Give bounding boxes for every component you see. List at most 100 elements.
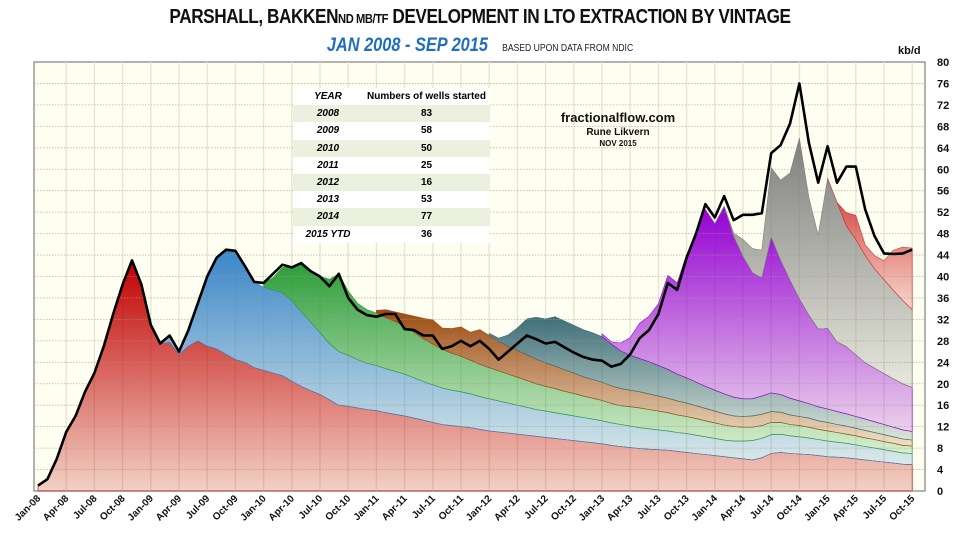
title-part-main: PARSHALL, BAKKEN: [169, 6, 339, 28]
row-year: 2014: [293, 208, 363, 226]
x-tick-label: Jul-12: [523, 493, 552, 522]
row-count: 25: [420, 159, 433, 171]
x-tick-label: Jan-11: [352, 493, 382, 523]
header-year: YEAR: [314, 91, 342, 103]
row-count: 16: [363, 173, 490, 192]
x-tick-label: Jul-10: [297, 493, 326, 522]
x-tick-label: Oct-12: [549, 493, 579, 523]
x-tick-label: Jan-13: [577, 493, 607, 523]
x-tick-label: Apr-09: [154, 493, 184, 523]
x-tick-label: Jan-15: [803, 493, 833, 523]
row-count: 50: [363, 139, 490, 157]
table-row: 2011 25: [293, 157, 490, 174]
y-tick-label: 20: [937, 379, 949, 391]
row-year: 2011: [317, 159, 339, 171]
row-year: 2015 YTD: [305, 228, 351, 240]
y-tick-label: 52: [937, 207, 949, 219]
date-range: JAN 2008 - SEP 2015: [326, 35, 488, 56]
area-2013-vintage: [601, 205, 913, 432]
total-production-line: [37, 82, 913, 487]
x-tick-label: Apr-13: [605, 493, 635, 523]
x-tick-label: Apr-12: [492, 493, 522, 523]
table-row: 2012 16: [293, 173, 490, 192]
row-count: 83: [363, 105, 490, 123]
data-source-note: BASED UPON DATA FROM NDIC: [502, 43, 634, 54]
header-count: Numbers of wells started: [367, 91, 486, 103]
x-tick-label: Oct-15: [888, 493, 918, 523]
x-tick-label: Oct-10: [324, 493, 354, 523]
x-tick-label: Jan-09: [126, 493, 156, 523]
x-tick-label: Oct-08: [98, 493, 128, 523]
row-count: 53: [420, 194, 433, 206]
row-year: 2008: [293, 105, 363, 123]
x-tick-label: Apr-10: [267, 493, 297, 523]
x-tick-label: Jan-12: [464, 493, 494, 523]
x-tick-label: Jul-14: [748, 493, 777, 522]
y-tick-label: 76: [937, 78, 949, 90]
y-tick-label: 48: [937, 229, 949, 241]
table-header-row: YEAR Numbers of wells started: [293, 88, 490, 105]
credit-author: Rune Likvern: [586, 127, 650, 138]
row-year: 2010: [293, 139, 363, 157]
area-2014-vintage: [714, 138, 913, 388]
x-tick-label: Jan-14: [690, 493, 720, 523]
y-tick-label: 32: [937, 314, 949, 326]
wells-started-table: YEAR Numbers of wells started 2008 83 200…: [293, 88, 490, 243]
table-row: 2008 83: [293, 105, 490, 123]
y-tick-label: 60: [937, 164, 949, 176]
x-tick-label: Jan-10: [239, 493, 269, 523]
y-tick-label: 28: [937, 336, 949, 348]
y-tick-label: 16: [937, 400, 949, 412]
table-row: 2013 53: [293, 191, 490, 208]
x-tick-label: Jul-09: [184, 493, 213, 522]
y-tick-label: 40: [937, 272, 949, 284]
y-tick-label: 80: [937, 57, 949, 69]
x-tick-label: Apr-08: [41, 493, 71, 523]
x-tick-label: Jul-13: [635, 493, 664, 522]
y-tick-label: 44: [937, 250, 950, 262]
row-year: 2012: [293, 173, 363, 192]
table-row: 2014 77: [293, 208, 490, 226]
credit-site: fractionalflow.com: [560, 110, 676, 125]
x-tick-label: Oct-11: [437, 493, 467, 523]
row-year: 2009: [316, 125, 340, 137]
row-count: 36: [420, 228, 433, 240]
chart-subtitle: JAN 2008 - SEP 2015 BASED UPON DATA FROM…: [67, 35, 893, 57]
y-tick-label: 36: [937, 293, 949, 305]
title-part-formation: ND MB/TF: [338, 11, 389, 26]
table-row: 2009 58: [293, 122, 490, 139]
x-tick-label: Jul-08: [71, 493, 100, 522]
x-tick-label: Oct-13: [662, 493, 692, 523]
title-part-rest: DEVELOPMENT IN LTO EXTRACTION BY VINTAGE: [388, 6, 791, 28]
area-2015-vintage: [827, 178, 913, 311]
x-tick-label: Oct-14: [775, 493, 805, 523]
y-tick-label: 8: [937, 443, 943, 455]
y-tick-label: 56: [937, 186, 949, 198]
y-tick-label: 64: [937, 143, 950, 155]
row-year: 2013: [316, 194, 340, 206]
x-tick-label: Apr-14: [718, 493, 748, 523]
y-tick-label: 0: [937, 486, 943, 498]
row-count: 77: [363, 208, 490, 226]
y-tick-label: 4: [937, 465, 944, 477]
y-tick-label: 12: [937, 422, 949, 434]
y-axis-unit-label: kb/d: [898, 45, 921, 57]
row-count: 58: [420, 125, 433, 137]
y-tick-label: 68: [937, 121, 949, 133]
table-row: 2010 50: [293, 139, 490, 157]
table-row: 2015 YTD 36: [293, 226, 490, 243]
y-tick-label: 72: [937, 100, 949, 112]
x-tick-label: Oct-09: [211, 493, 241, 523]
x-tick-label: Apr-11: [380, 493, 410, 523]
y-tick-label: 24: [937, 357, 950, 369]
x-tick-label: Jul-11: [410, 493, 438, 521]
x-tick-label: Jan-08: [13, 493, 43, 523]
credit-date: NOV 2015: [599, 139, 637, 148]
credit-block: fractionalflow.com Rune Likvern NOV 2015: [548, 110, 688, 148]
chart-title: PARSHALL, BAKKENND MB/TF DEVELOPMENT IN …: [67, 6, 893, 29]
x-tick-label: Apr-15: [831, 493, 861, 523]
x-tick-label: Jul-15: [861, 493, 890, 522]
